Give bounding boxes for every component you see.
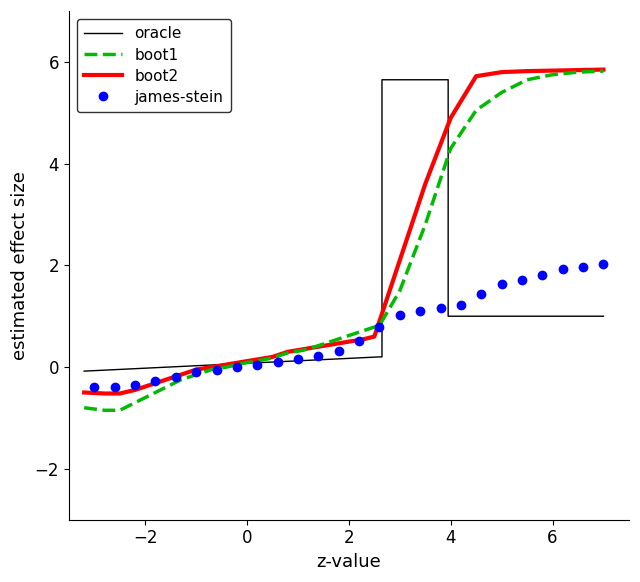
boot1 [269,354,276,361]
boot2 [360,336,368,343]
boot2 [116,390,124,397]
boot1 [600,68,607,74]
boot2 [81,389,88,396]
boot2 [147,381,154,388]
james-stein [477,291,485,298]
james-stein [498,281,506,288]
james-stein [90,384,98,391]
boot2 [131,386,139,393]
james-stein [417,308,424,315]
Y-axis label: estimated effect size: estimated effect size [11,171,29,360]
boot1 [116,407,124,414]
boot1 [147,392,154,399]
boot2 [396,257,404,264]
james-stein [294,356,302,363]
boot2 [162,377,170,384]
james-stein [111,384,118,391]
boot1 [253,357,261,364]
james-stein [212,366,220,373]
james-stein [376,324,383,331]
boot2 [177,371,185,378]
boot2 [207,364,215,371]
boot1 [238,360,246,367]
oracle [81,368,88,375]
james-stein [457,301,465,308]
james-stein [335,347,342,354]
boot1 [421,221,429,228]
boot1 [360,327,368,334]
boot1 [498,89,506,96]
boot2 [421,180,429,187]
boot2 [472,73,480,80]
X-axis label: z-value: z-value [317,553,381,571]
boot1 [100,407,108,414]
oracle [444,76,452,83]
boot2 [100,390,108,397]
james-stein [314,352,322,359]
Line: james-stein: james-stein [90,260,607,392]
james-stein [152,378,159,385]
boot2 [524,68,531,74]
boot1 [300,347,307,354]
james-stein [579,264,587,271]
boot1 [396,288,404,294]
james-stein [131,381,139,388]
boot2 [574,66,582,73]
boot2 [548,67,556,74]
boot1 [548,71,556,78]
boot2 [371,333,378,340]
boot1 [81,404,88,411]
boot2 [284,348,292,355]
james-stein [355,337,363,344]
james-stein [274,359,282,365]
boot2 [300,346,307,353]
boot2 [238,359,246,365]
boot2 [193,366,200,373]
boot1 [472,107,480,113]
boot1 [345,332,353,339]
boot2 [371,333,378,340]
boot1 [193,371,200,378]
boot1 [447,145,454,152]
oracle [378,76,386,83]
boot1 [524,76,531,83]
boot1 [131,399,139,406]
boot2 [223,361,230,368]
boot1 [223,364,230,371]
Line: boot1: boot1 [84,71,604,410]
boot2 [600,66,607,73]
boot2 [269,353,276,360]
oracle [444,313,452,320]
oracle [600,313,607,320]
boot1 [177,377,185,384]
Line: boot2: boot2 [84,70,604,393]
boot1 [162,384,170,391]
james-stein [233,364,241,371]
james-stein [559,266,566,273]
james-stein [172,374,180,381]
james-stein [538,271,546,278]
boot2 [253,356,261,363]
james-stein [193,368,200,375]
boot1 [574,69,582,76]
boot1 [376,322,383,329]
oracle [376,353,383,360]
boot2 [498,69,506,76]
boot1 [207,366,215,373]
boot2 [447,115,454,122]
boot2 [314,343,322,350]
boot1 [284,349,292,356]
james-stein [253,361,261,368]
james-stein [436,304,444,311]
boot2 [345,338,353,345]
boot1 [314,342,322,349]
boot1 [330,337,337,344]
james-stein [600,261,607,268]
boot2 [330,340,337,347]
james-stein [396,312,404,319]
oracle [378,353,386,360]
james-stein [518,276,526,283]
Legend: oracle, boot1, boot2, james-stein: oracle, boot1, boot2, james-stein [77,19,231,112]
Line: oracle: oracle [84,80,604,371]
